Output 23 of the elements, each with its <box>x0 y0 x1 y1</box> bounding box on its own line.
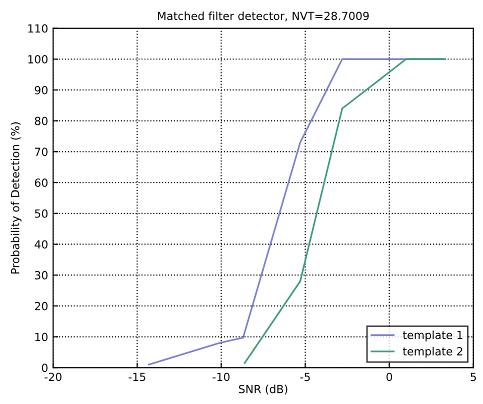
x-axis-title: SNR (dB) <box>238 384 288 395</box>
y-axis-title: Probability of Detection (%) <box>10 122 22 274</box>
y-tick-label: 0 <box>42 364 48 372</box>
chart-title: Matched filter detector, NVT=28.7009 <box>158 12 369 22</box>
legend-label: template 2 <box>402 346 462 358</box>
y-tick-label: 80 <box>34 116 48 126</box>
y-tick-label: 30 <box>34 271 48 280</box>
y-tick-label: 90 <box>34 86 48 94</box>
y-tick-label: 40 <box>34 240 48 249</box>
x-tick-label: 0 <box>386 372 392 382</box>
y-tick-label: 70 <box>35 148 48 156</box>
y-tick-label: 110 <box>28 24 48 33</box>
y-tick-label: 10 <box>35 332 48 342</box>
y-tick-label: 100 <box>28 55 48 64</box>
y-tick-label: 50 <box>34 209 48 218</box>
legend-label: template 1 <box>402 330 462 342</box>
x-tick-label: -5 <box>300 372 310 382</box>
x-tick-label: 5 <box>470 372 476 382</box>
y-tick-label: 20 <box>34 302 48 310</box>
x-tick-label: -10 <box>212 372 230 382</box>
x-tick-label: -15 <box>128 372 146 382</box>
y-tick-label: 60 <box>34 178 48 187</box>
x-tick-label: -20 <box>44 372 62 382</box>
